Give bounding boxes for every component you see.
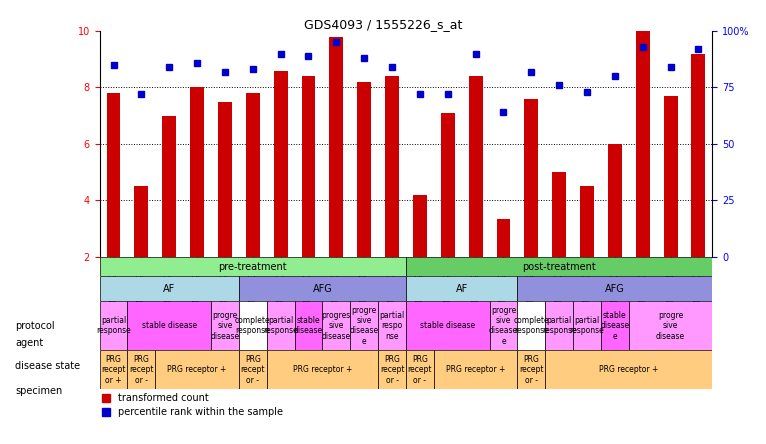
FancyBboxPatch shape (378, 350, 406, 389)
Text: protocol: protocol (15, 321, 55, 331)
Bar (190, 87, 204, 257)
Text: PRG receptor +: PRG receptor + (446, 365, 506, 374)
Text: PRG
recept
or -: PRG recept or - (129, 355, 154, 385)
Text: agent: agent (15, 338, 44, 348)
FancyBboxPatch shape (100, 301, 127, 350)
FancyBboxPatch shape (211, 301, 239, 350)
Text: stable disease: stable disease (142, 321, 197, 330)
FancyBboxPatch shape (100, 276, 239, 301)
Text: stable
disease
e: stable disease e (601, 311, 630, 341)
FancyBboxPatch shape (239, 350, 267, 389)
Bar (246, 93, 260, 257)
Text: partial
response: partial response (264, 316, 298, 335)
Bar (496, 218, 510, 257)
Text: AFG: AFG (605, 284, 625, 294)
FancyBboxPatch shape (322, 301, 350, 350)
Text: complete
response: complete response (235, 316, 270, 335)
FancyBboxPatch shape (155, 350, 239, 389)
Text: PRG receptor +: PRG receptor + (168, 365, 227, 374)
Bar (608, 144, 622, 257)
Bar (329, 37, 343, 257)
FancyBboxPatch shape (601, 301, 629, 350)
Text: partial
respo
nse: partial respo nse (379, 311, 404, 341)
FancyBboxPatch shape (517, 350, 545, 389)
Bar (273, 71, 287, 257)
Text: progre
sive
disease: progre sive disease (656, 311, 685, 341)
Bar (385, 76, 399, 257)
FancyBboxPatch shape (629, 301, 712, 350)
FancyBboxPatch shape (127, 350, 155, 389)
Bar (580, 186, 594, 257)
Bar (440, 113, 455, 257)
Text: disease state: disease state (15, 361, 80, 371)
Text: percentile rank within the sample: percentile rank within the sample (118, 407, 283, 417)
FancyBboxPatch shape (406, 276, 517, 301)
Text: PRG
recept
or -: PRG recept or - (519, 355, 544, 385)
Text: GDS4093 / 1555226_s_at: GDS4093 / 1555226_s_at (304, 18, 462, 31)
Text: transformed count: transformed count (118, 392, 208, 403)
Bar (413, 194, 427, 257)
Text: PRG
recept
or -: PRG recept or - (380, 355, 404, 385)
Text: AF: AF (163, 284, 175, 294)
FancyBboxPatch shape (517, 276, 712, 301)
Bar (636, 31, 650, 257)
Text: pre-treatment: pre-treatment (218, 262, 287, 272)
FancyBboxPatch shape (350, 301, 378, 350)
FancyBboxPatch shape (434, 350, 517, 389)
Text: progre
sive
disease: progre sive disease (211, 311, 240, 341)
FancyBboxPatch shape (406, 350, 434, 389)
Text: partial
response: partial response (570, 316, 604, 335)
FancyBboxPatch shape (267, 301, 295, 350)
Text: stable
disease: stable disease (294, 316, 323, 335)
Text: complete
response: complete response (513, 316, 549, 335)
Bar (663, 96, 678, 257)
Bar (106, 93, 120, 257)
FancyBboxPatch shape (100, 350, 127, 389)
Text: AF: AF (456, 284, 468, 294)
Text: partial
response: partial response (96, 316, 131, 335)
FancyBboxPatch shape (295, 301, 322, 350)
FancyBboxPatch shape (573, 301, 601, 350)
Text: progre
sive
disease
e: progre sive disease e (349, 305, 378, 346)
FancyBboxPatch shape (406, 301, 489, 350)
Bar (302, 76, 316, 257)
Bar (357, 82, 372, 257)
Text: progres
sive
disease: progres sive disease (322, 311, 351, 341)
FancyBboxPatch shape (239, 301, 267, 350)
Bar (162, 116, 176, 257)
FancyBboxPatch shape (489, 301, 517, 350)
Text: stable disease: stable disease (421, 321, 476, 330)
FancyBboxPatch shape (406, 257, 712, 276)
FancyBboxPatch shape (100, 257, 406, 276)
FancyBboxPatch shape (127, 301, 211, 350)
Bar (692, 54, 705, 257)
Text: partial
response: partial response (542, 316, 577, 335)
Text: PRG
recept
or -: PRG recept or - (408, 355, 432, 385)
Text: specimen: specimen (15, 386, 63, 396)
Text: PRG receptor +: PRG receptor + (293, 365, 352, 374)
Text: post-treatment: post-treatment (522, 262, 596, 272)
FancyBboxPatch shape (239, 276, 406, 301)
Bar (134, 186, 149, 257)
Text: PRG receptor +: PRG receptor + (599, 365, 659, 374)
Bar (552, 172, 566, 257)
Bar (218, 102, 232, 257)
Text: progre
sive
disease
e: progre sive disease e (489, 305, 518, 346)
FancyBboxPatch shape (545, 350, 712, 389)
Text: AFG: AFG (313, 284, 332, 294)
FancyBboxPatch shape (267, 350, 378, 389)
Text: PRG
recept
or -: PRG recept or - (241, 355, 265, 385)
FancyBboxPatch shape (378, 301, 406, 350)
FancyBboxPatch shape (545, 301, 573, 350)
FancyBboxPatch shape (517, 301, 545, 350)
Bar (469, 76, 483, 257)
Bar (525, 99, 538, 257)
Text: PRG
recept
or +: PRG recept or + (101, 355, 126, 385)
